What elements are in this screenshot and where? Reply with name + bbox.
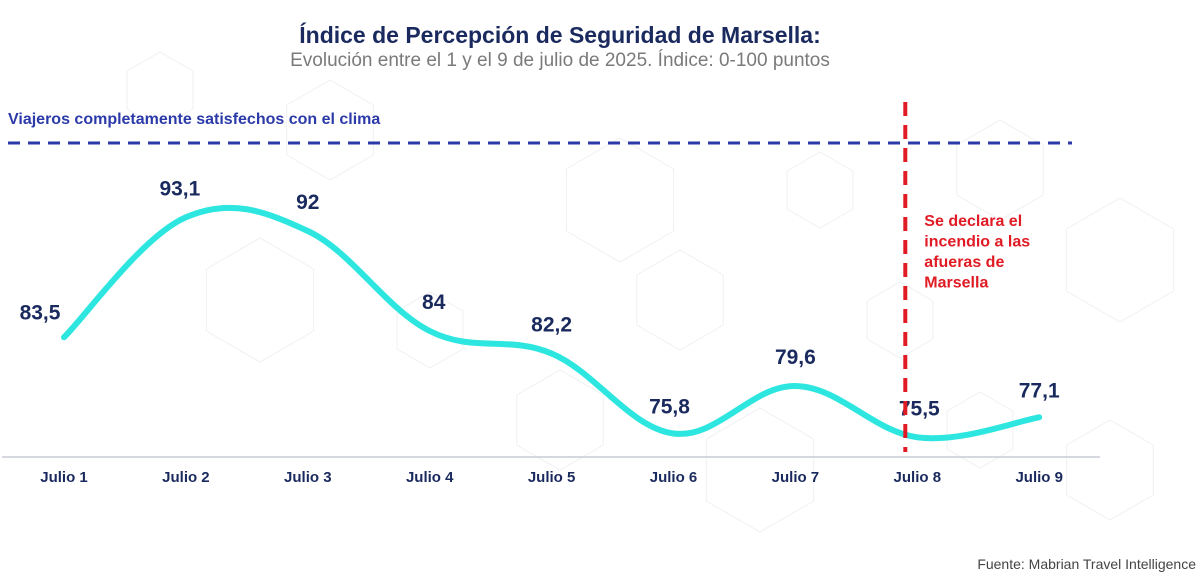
x-tick-label: Julio 9 [1015, 469, 1063, 486]
data-label: 92 [296, 191, 319, 214]
x-tick-label: Julio 3 [284, 469, 332, 486]
x-tick-label: Julio 5 [528, 469, 576, 486]
data-label: 93,1 [159, 177, 200, 200]
x-tick-label: Julio 7 [772, 469, 820, 486]
series-line [61, 204, 1043, 442]
background-hexagon [705, 407, 815, 533]
x-tick-label: Julio 2 [162, 469, 210, 486]
source-note: Fuente: Mabrian Travel Intelligence [977, 556, 1196, 572]
background-hexagon [786, 151, 854, 229]
background-hexagon [565, 137, 675, 263]
background-hexagon [205, 237, 315, 363]
event-annotation-line: incendio a las [924, 234, 1030, 251]
data-label: 79,6 [775, 346, 816, 369]
event-annotation-line: afueras de [924, 254, 1004, 271]
background-hexagon [126, 51, 194, 129]
chart-title: Índice de Percepción de Seguridad de Mar… [299, 22, 821, 48]
x-tick-label: Julio 4 [406, 469, 454, 486]
event-annotation: Se declara el incendio a las afueras de Mar… [924, 213, 1030, 292]
x-tick-label: Julio 1 [40, 469, 88, 486]
chart-subtitle: Evolución entre el 1 y el 9 de julio de … [290, 50, 830, 71]
x-tick-label: Julio 6 [650, 469, 698, 486]
data-label: 77,1 [1019, 379, 1060, 402]
data-label: 75,8 [649, 396, 690, 419]
event-annotation-line: Se declara el [924, 213, 1022, 230]
background-hexagon [286, 79, 374, 181]
background-hexagon [946, 391, 1014, 469]
background-hexagon [1066, 419, 1154, 521]
data-label: 83,5 [20, 301, 61, 324]
background-hexagon [636, 249, 724, 351]
background-hexagon [866, 281, 934, 359]
x-tick-label: Julio 8 [894, 469, 942, 486]
event-annotation-line: Marsella [924, 275, 988, 292]
data-label: 82,2 [531, 314, 572, 337]
reference-line-label: Viajeros completamente satisfechos con e… [8, 111, 381, 128]
background-hexagon [1065, 197, 1175, 323]
background-hexagon [516, 369, 604, 471]
data-label: 84 [422, 291, 446, 314]
data-label: 75,5 [899, 397, 940, 420]
background-hexagon [956, 119, 1044, 221]
